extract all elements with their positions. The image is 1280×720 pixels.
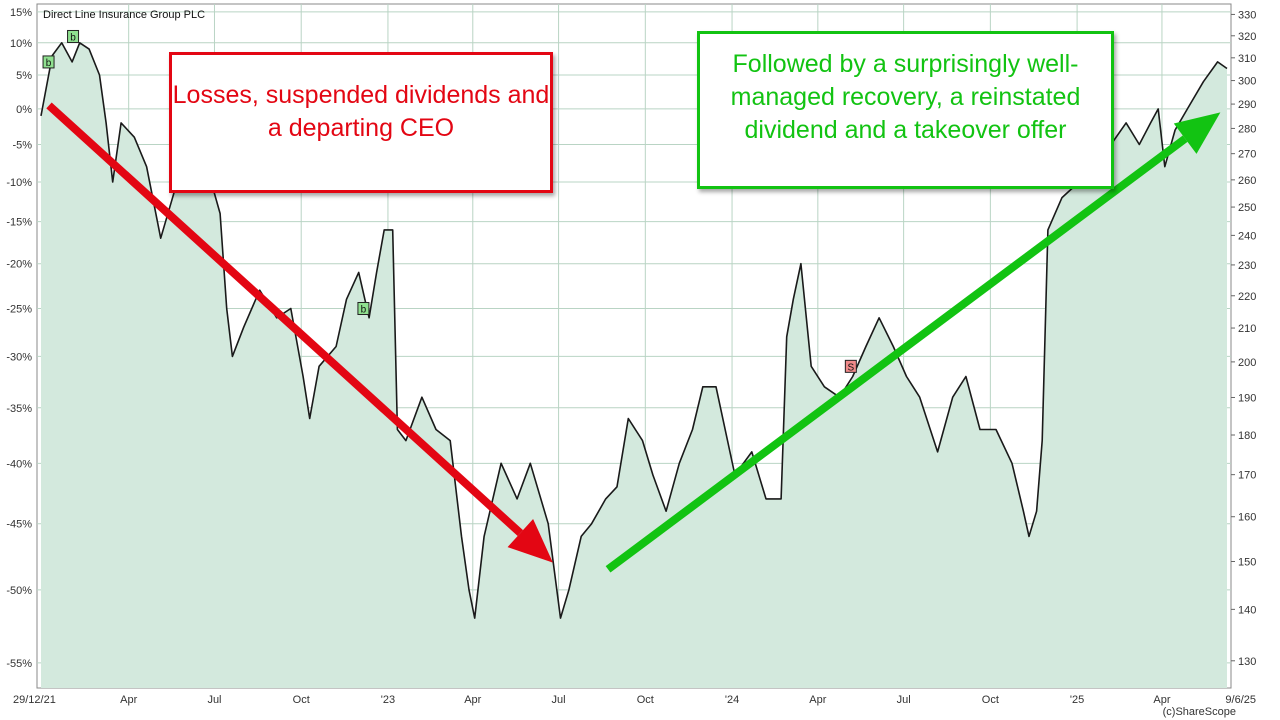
trade-marker-box xyxy=(42,55,55,69)
y-left-tick-label: 0% xyxy=(16,104,32,116)
y-left-tick-label: -50% xyxy=(6,585,32,597)
trade-marker-label: S xyxy=(848,362,855,373)
y-left-tick-label: 15% xyxy=(10,7,32,19)
y-left-tick-label: -35% xyxy=(6,403,32,415)
y-right-tick-label: 270 xyxy=(1238,149,1256,161)
y-left-tick-label: -55% xyxy=(6,658,32,670)
y-right-tick-label: 220 xyxy=(1238,291,1256,303)
y-left-tick-label: -5% xyxy=(12,139,32,151)
trade-marker-box xyxy=(844,359,857,373)
trade-marker-label: b xyxy=(70,32,76,43)
y-right-tick-label: 190 xyxy=(1238,392,1256,404)
x-tick-label: Apr xyxy=(809,694,826,706)
y-left-tick-label: -30% xyxy=(6,351,32,363)
x-tick-label: Apr xyxy=(1153,694,1170,706)
x-axis: 29/12/21 Apr Jul Oct '23 Apr Jul Oct '24 Apr Jul Oc… xyxy=(13,694,1256,706)
x-tick-label: 9/6/25 xyxy=(1225,694,1256,706)
y-right-tick-label: 300 xyxy=(1238,76,1256,88)
arrow-shaft-0 xyxy=(46,102,524,537)
y-right-tick-label: 240 xyxy=(1238,230,1256,242)
y-axis-right: 330 320 310 300 290 280 270 260 250 240 230 220 210 2… xyxy=(1231,9,1256,668)
y-left-tick-label: -45% xyxy=(6,519,32,531)
y-right-tick-label: 250 xyxy=(1238,202,1256,214)
price-series-line xyxy=(40,42,1228,619)
y-left-tick-label: -25% xyxy=(6,303,32,315)
y-axis-left: 20%15%10%5%0%-5%-10%-15%-20%-25%-30%-35%… xyxy=(6,7,32,670)
trade-marker-label: b xyxy=(361,304,367,315)
y-right-tick-label: 210 xyxy=(1238,323,1256,335)
y-right-tick-label: 160 xyxy=(1238,512,1256,524)
x-tick-label: Oct xyxy=(982,694,999,706)
y-right-tick-label: 330 xyxy=(1238,9,1256,21)
x-tick-label: '24 xyxy=(725,694,739,706)
y-right-tick-label: 290 xyxy=(1238,99,1256,111)
y-right-tick-label: 140 xyxy=(1238,604,1256,616)
y-left-tick-label: 10% xyxy=(10,38,32,50)
arrow-head-0 xyxy=(507,519,553,563)
y-right-tick-label: 200 xyxy=(1238,357,1256,369)
x-tick-label: Oct xyxy=(293,694,310,706)
callout-recovery: Followed by a surprisingly well-managed … xyxy=(697,31,1114,189)
x-tick-label: '23 xyxy=(381,694,395,706)
price-line xyxy=(40,42,1228,619)
trade-markers: b b b S xyxy=(42,29,857,373)
trade-marker-box xyxy=(357,301,370,315)
price-area xyxy=(41,42,1227,689)
y-right-tick-label: 150 xyxy=(1238,556,1256,568)
y-right-tick-label: 320 xyxy=(1238,31,1256,43)
x-tick-label: Apr xyxy=(464,694,481,706)
x-tick-label: '25 xyxy=(1070,694,1084,706)
y-left-tick-label: -40% xyxy=(6,458,32,470)
arrow-head-1 xyxy=(1173,112,1221,154)
y-left-tick-label: -10% xyxy=(6,177,32,189)
annotation-arrows xyxy=(46,102,1221,573)
y-right-tick-label: 230 xyxy=(1238,260,1256,272)
y-right-tick-label: 280 xyxy=(1238,123,1256,135)
chart-credit: (c)ShareScope xyxy=(1162,706,1236,718)
y-left-tick-label: -20% xyxy=(6,259,32,271)
y-left-tick-label: -15% xyxy=(6,217,32,229)
x-tick-label: Oct xyxy=(637,694,654,706)
y-right-tick-label: 180 xyxy=(1238,430,1256,442)
y-left-tick-label: 5% xyxy=(16,70,32,82)
x-tick-label: Jul xyxy=(897,694,911,706)
trade-marker-label: b xyxy=(46,58,52,69)
x-tick-label: Jul xyxy=(207,694,221,706)
callout-decline: Losses, suspended dividends and a depart… xyxy=(169,52,553,193)
price-area-fill xyxy=(41,42,1227,689)
x-tick-label: Apr xyxy=(120,694,137,706)
trade-marker-box xyxy=(67,29,80,43)
y-right-tick-label: 310 xyxy=(1238,53,1256,65)
x-tick-label: Jul xyxy=(552,694,566,706)
y-right-tick-label: 130 xyxy=(1238,656,1256,668)
arrow-shaft-1 xyxy=(605,135,1188,573)
y-right-tick-label: 260 xyxy=(1238,175,1256,187)
chart-title: Direct Line Insurance Group PLC xyxy=(43,9,205,21)
x-tick-label: 29/12/21 xyxy=(13,694,56,706)
y-right-tick-label: 170 xyxy=(1238,470,1256,482)
